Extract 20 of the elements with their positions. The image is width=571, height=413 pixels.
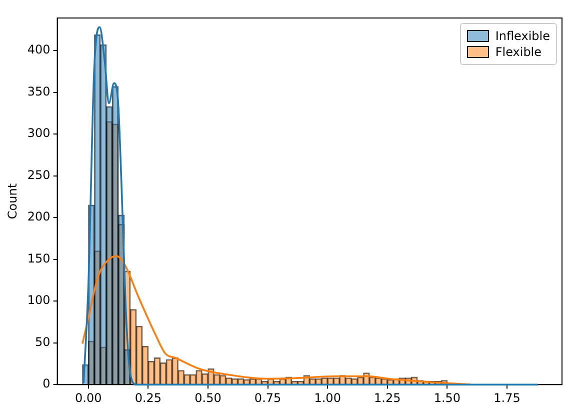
- y-tick-label: 250: [27, 168, 50, 182]
- y-tick-label: 300: [27, 126, 50, 140]
- legend-label: Inflexible: [495, 29, 550, 43]
- x-tick-label: 1.25: [374, 390, 401, 405]
- y-tick-label: 100: [27, 293, 50, 308]
- y-tick-label: 400: [27, 42, 50, 57]
- x-tick-label: 0.00: [75, 390, 102, 405]
- x-tick-label: 0.50: [194, 390, 222, 405]
- y-tick-label: 150: [27, 251, 50, 266]
- y-axis-title: Count: [5, 183, 20, 220]
- x-tick-label: 1.75: [494, 390, 520, 405]
- y-tick-label: 350: [27, 84, 50, 98]
- legend-label: Flexible: [495, 45, 542, 59]
- x-tick-label: 0.75: [254, 390, 282, 405]
- y-tick-label: 0: [42, 376, 50, 391]
- y-tick-label: 200: [27, 210, 50, 224]
- x-tick-label: 0.25: [134, 390, 162, 405]
- x-tick-label: 1.00: [314, 390, 341, 405]
- y-tick-label: 50: [35, 334, 50, 349]
- x-tick-label: 1.50: [434, 390, 461, 405]
